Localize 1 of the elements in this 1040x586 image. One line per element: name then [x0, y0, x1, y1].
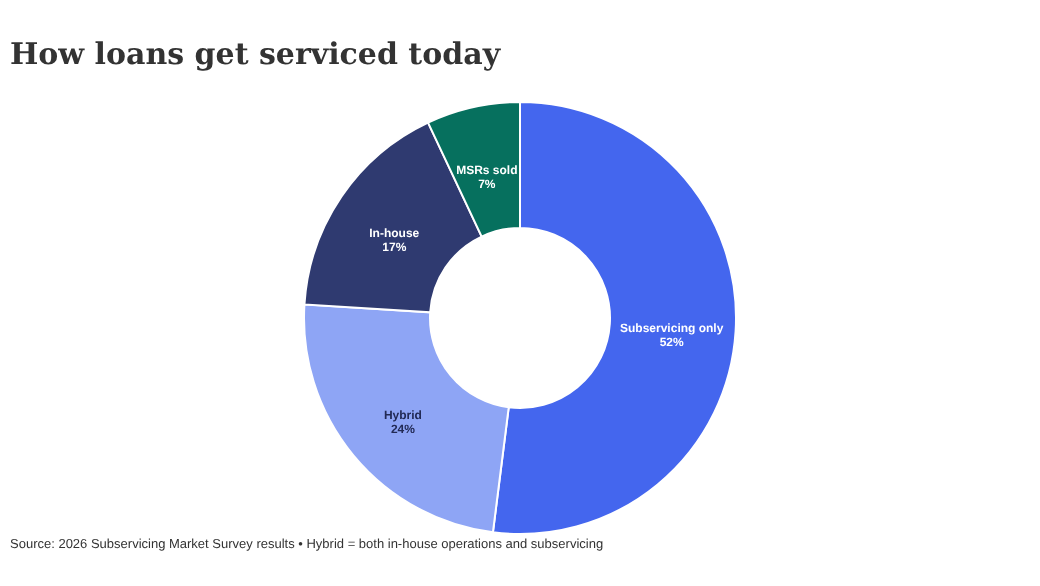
chart-title: How loans get serviced today	[10, 36, 503, 72]
